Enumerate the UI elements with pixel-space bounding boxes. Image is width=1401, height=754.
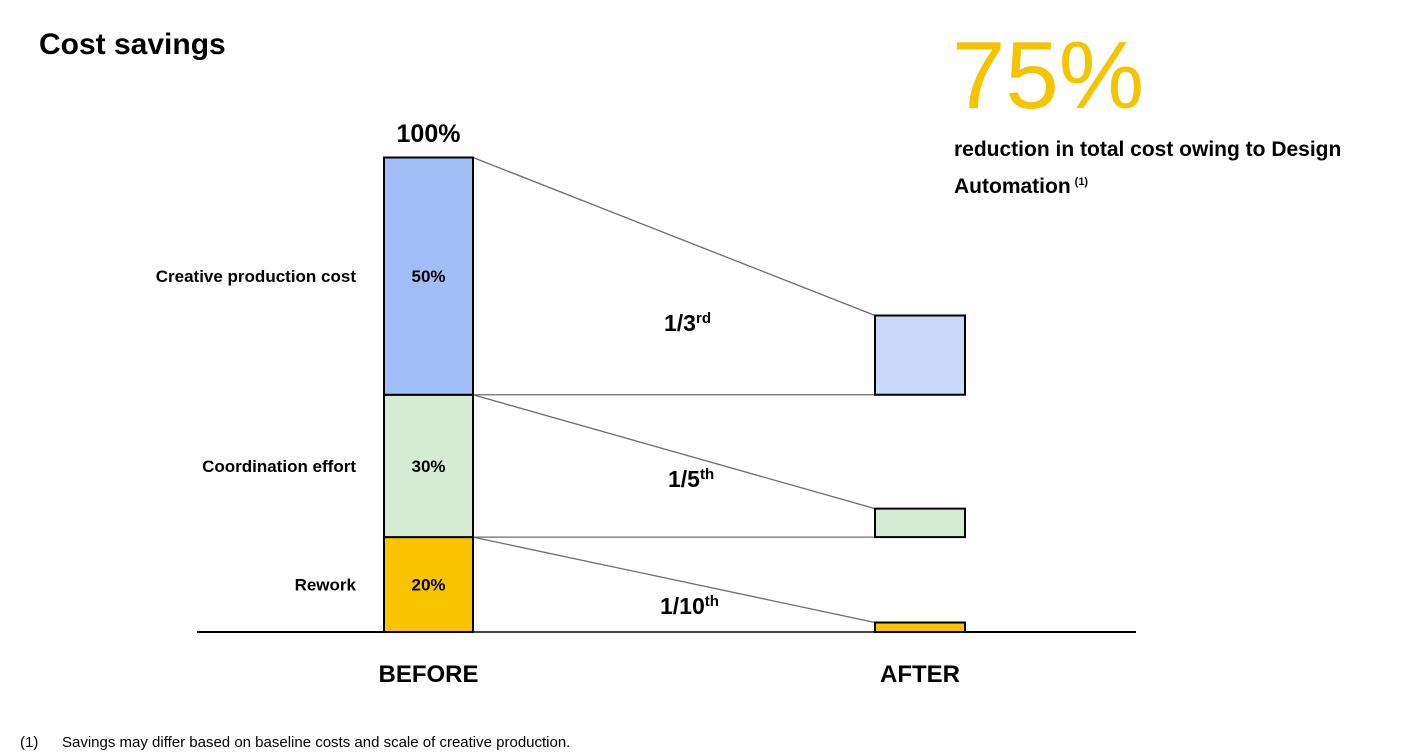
footnote-text: Savings may differ based on baseline cos… <box>62 734 571 751</box>
segment-label-coordination-effort: Coordination effort <box>202 457 356 476</box>
footnote: (1) Savings may differ based on baseline … <box>20 734 570 751</box>
total-label: 100% <box>397 120 461 148</box>
bar-after-creative-production-cost <box>874 314 966 396</box>
ratio-label-creative-production-cost: 1/3rd <box>664 310 711 336</box>
segment-label-rework: Rework <box>295 576 357 595</box>
headline-text: reduction in total cost owing to Design … <box>954 138 1342 198</box>
ratio-label-rework: 1/10th <box>660 593 719 619</box>
connector-line-top <box>472 536 876 624</box>
page-title: Cost savings <box>39 28 226 61</box>
data-label-before-creative-production-cost: 50% <box>411 267 445 286</box>
bar-after-coordination-effort <box>874 507 966 539</box>
connector-line-top <box>472 156 876 317</box>
headline-note-marker: (1) <box>1074 176 1089 188</box>
category-label-before: BEFORE <box>378 661 478 688</box>
connector-line-top <box>472 394 876 510</box>
bar-before-rework <box>383 536 474 633</box>
headline-description: reduction in total cost owing to Design … <box>954 134 1354 203</box>
footnote-marker: (1) <box>20 734 39 751</box>
data-label-before-rework: 20% <box>411 576 445 595</box>
headline-value: 75% <box>952 22 1145 129</box>
category-label-after: AFTER <box>880 661 960 688</box>
bar-after-rework <box>874 621 966 634</box>
ratio-label-coordination-effort: 1/5th <box>668 466 714 492</box>
segment-label-creative-production-cost: Creative production cost <box>156 267 357 286</box>
bar-before-coordination-effort <box>383 393 474 539</box>
data-label-before-coordination-effort: 30% <box>411 457 445 476</box>
bar-before-creative-production-cost <box>383 156 474 396</box>
